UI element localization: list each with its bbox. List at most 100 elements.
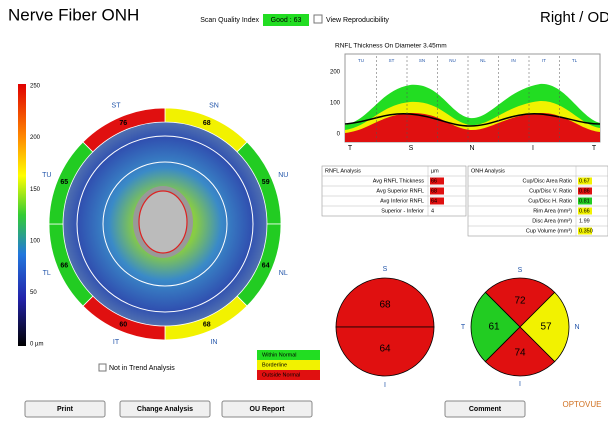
x-tick-label: I xyxy=(532,145,534,152)
hemisphere-label: I xyxy=(384,382,386,389)
colorbar-label: 0 µm xyxy=(30,342,43,348)
legend-label: Borderline xyxy=(262,362,287,368)
button[interactable] xyxy=(221,400,313,418)
segment-label: NU xyxy=(449,58,456,63)
table-value: 66 xyxy=(431,178,437,184)
title: Nerve Fiber ONH xyxy=(8,5,139,24)
segment-label: SN xyxy=(419,58,425,63)
button[interactable] xyxy=(24,400,106,418)
button-label[interactable]: Change Analysis xyxy=(137,406,193,413)
x-tick-label: S xyxy=(409,145,414,152)
y-tick-label: 100 xyxy=(330,101,341,107)
sector-value: 60 xyxy=(119,322,127,329)
scan-circle xyxy=(102,161,228,287)
quadrant-value: 72 xyxy=(514,296,526,307)
eye: Right / OD xyxy=(540,9,608,26)
sector-value: 64 xyxy=(262,263,270,270)
table-flag xyxy=(430,177,444,185)
sector-value: 59 xyxy=(262,179,270,186)
scan-circle xyxy=(76,135,254,313)
hemisphere xyxy=(335,326,435,377)
sector-value: 76 xyxy=(119,120,127,127)
button-label[interactable]: OU Report xyxy=(250,406,286,413)
sector xyxy=(236,223,282,307)
sector-label: IN xyxy=(210,339,217,346)
colorbar-label: 250 xyxy=(30,84,41,90)
colorbar-label: 50 xyxy=(30,290,37,296)
sector-label: NU xyxy=(278,172,288,179)
checkbox[interactable] xyxy=(313,14,323,24)
sector xyxy=(164,295,248,341)
table-value: 0.81 xyxy=(579,198,590,204)
sector-label: TU xyxy=(42,172,51,179)
hemisphere-value: 68 xyxy=(379,300,391,311)
x-tick-label: N xyxy=(469,145,474,152)
color-bar xyxy=(18,84,26,346)
quadrant-value: 74 xyxy=(514,348,526,359)
segment-label: NL xyxy=(480,58,486,63)
thickness-curve xyxy=(344,113,601,127)
sector-label: NL xyxy=(279,270,288,277)
table-header: ONH Analysis xyxy=(471,168,505,174)
outside-band xyxy=(345,112,600,142)
table-value: 0.66 xyxy=(579,208,590,214)
quadrant-label: S xyxy=(518,267,523,274)
segment-label: ST xyxy=(389,58,395,63)
y-tick-label: 200 xyxy=(330,70,341,76)
sector-label: SN xyxy=(209,103,219,110)
table-flag xyxy=(578,227,592,235)
table-value: 68 xyxy=(431,188,437,194)
sector xyxy=(236,141,282,225)
graph-title: RNFL Thickness On Diameter 3.45mm xyxy=(335,43,447,50)
colorbar-label: 100 xyxy=(30,238,41,244)
table-label: Rim Area (mm²) xyxy=(533,208,572,214)
table-value: 4 xyxy=(431,208,434,214)
checkbox[interactable] xyxy=(98,363,107,372)
sector-value: 66 xyxy=(60,263,68,270)
table-label: Avg RNFL Thickness xyxy=(373,178,425,184)
hemisphere xyxy=(335,277,435,328)
sector xyxy=(82,295,166,341)
button[interactable] xyxy=(119,400,211,418)
quality-label: Scan Quality Index xyxy=(200,17,259,24)
logo: OPTOVUE xyxy=(563,400,602,409)
button-label[interactable]: Print xyxy=(57,406,74,413)
table-label: Avg Inferior RNFL xyxy=(380,198,424,204)
table-value: 0.67 xyxy=(579,178,590,184)
table-label: Disc Area (mm²) xyxy=(532,218,572,224)
sector-value: 68 xyxy=(203,322,211,329)
button[interactable] xyxy=(444,400,526,418)
quality-value: Good : 63 xyxy=(271,17,302,24)
sector xyxy=(82,107,166,153)
trend-label[interactable]: Not in Trend Analysis xyxy=(109,365,175,372)
table-label: Cup/Disc V. Ratio xyxy=(529,188,572,194)
table-label: Superior - Inferior xyxy=(381,208,424,214)
quadrant-label: N xyxy=(574,324,579,331)
sector xyxy=(48,223,94,307)
table-label: Cup Volume (mm³) xyxy=(526,228,572,234)
sector-label: TL xyxy=(43,270,51,277)
quadrant xyxy=(484,277,556,328)
quadrant-value: 61 xyxy=(488,322,500,333)
reproducibility[interactable]: View Reproducibility xyxy=(326,17,389,24)
sector-value: 68 xyxy=(203,120,211,127)
segment-label: IN xyxy=(511,58,516,63)
table-label: Cup/Disc Area Ratio xyxy=(522,178,572,184)
quadrant-value: 57 xyxy=(540,322,552,333)
sector xyxy=(48,141,94,225)
sector-value: 65 xyxy=(60,179,68,186)
table-flag xyxy=(430,197,444,205)
table-label: Avg Superior RNFL xyxy=(376,188,424,194)
cup xyxy=(138,190,188,254)
button-label[interactable]: Comment xyxy=(469,406,502,413)
table-flag xyxy=(578,197,592,205)
x-tick-label: T xyxy=(592,145,597,152)
segment-label: TL xyxy=(572,58,578,63)
table-flag xyxy=(578,187,592,195)
quadrant xyxy=(519,291,570,363)
colorbar-label: 200 xyxy=(30,135,41,141)
legend-swatch xyxy=(257,360,320,370)
legend-label: Outside Normal xyxy=(262,372,300,378)
colorbar-label: 150 xyxy=(30,187,41,193)
